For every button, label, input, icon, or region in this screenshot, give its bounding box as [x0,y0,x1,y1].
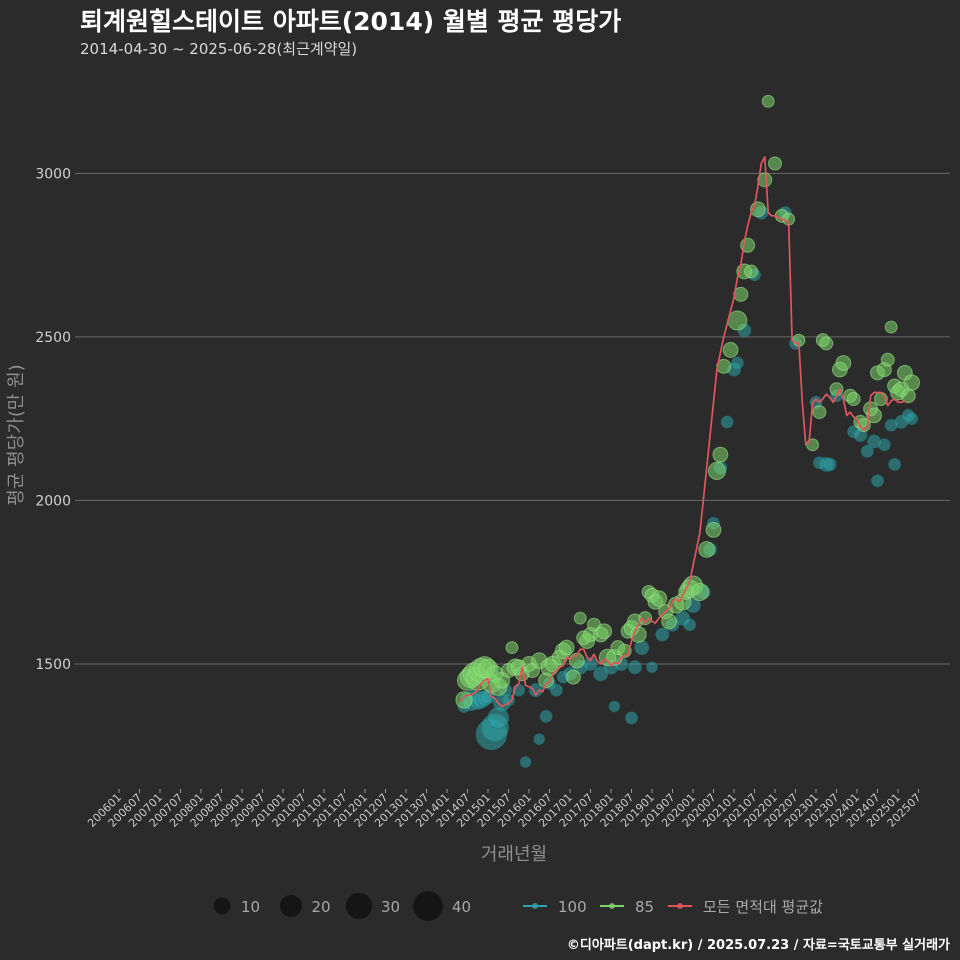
legend-size-dot [413,891,443,921]
point-85 [573,611,587,625]
point-85 [661,613,678,630]
point-100 [549,683,563,697]
point-85 [638,611,653,626]
x-axis-label: 거래년월 [481,844,547,865]
source-caption: ©디아파트(dapt.kr) / 2025.07.23 / 자료=국토교통부 실… [566,938,950,953]
point-100 [877,438,891,452]
point-85 [707,461,726,481]
average-polyline [460,156,906,708]
point-85 [812,405,827,420]
point-85 [705,521,722,538]
point-100 [871,474,884,488]
chart-title: 퇴계원힐스테이트 아파트(2014) 월별 평균 평당가 [80,7,622,36]
series-100-points [457,205,919,768]
legend-size-label: 20 [312,898,331,916]
point-85 [846,392,861,407]
point-85 [819,336,834,351]
chart-subtitle: 2014-04-30 ~ 2025-06-28(최근계약일) [80,40,358,58]
y-tick-label: 1500 [35,657,71,673]
point-85 [835,355,852,371]
point-100 [528,683,543,698]
legend-series-dot [677,903,683,909]
y-axis-label: 평균 평당가(만 원) [6,364,27,505]
point-85 [722,342,739,358]
legend-series-dot [609,903,615,909]
point-100 [888,457,902,471]
point-100 [533,733,546,746]
legend-size-label: 40 [452,898,471,916]
y-tick-label: 3000 [35,166,71,182]
x-axis-ticks: 2006012006072007012007072008012008072009… [85,789,924,830]
point-85 [455,691,473,709]
average-line [460,156,906,708]
legend-size-dot [279,894,303,918]
point-100 [730,356,744,370]
point-100 [625,711,638,725]
point-100 [627,660,642,675]
y-axis-ticks: 1500 2000 2500 3000 [35,166,71,673]
legend-series-dot [532,903,538,909]
point-85 [903,374,920,391]
point-85 [712,446,729,463]
point-85 [565,669,581,685]
point-85 [690,582,709,602]
point-100 [905,412,919,426]
point-85 [505,641,519,655]
y-tick-label: 2500 [35,330,71,346]
point-85 [727,310,748,331]
point-100 [655,627,670,642]
point-100 [502,693,515,707]
legend-size-dot [213,897,231,915]
point-85 [558,639,575,656]
legend-size-dot [345,892,373,920]
point-100 [822,457,837,472]
point-85 [698,541,715,558]
legend: 10 20 30 40 100 85 모든 면적대 평균값 [213,891,823,921]
legend-series-label: 모든 면적대 평균값 [703,898,823,916]
point-85 [596,623,613,640]
y-tick-label: 2000 [35,493,71,509]
legend-size-label: 30 [381,898,400,916]
point-85 [630,626,647,643]
point-85 [884,320,898,334]
point-85 [757,172,773,188]
legend-size-label: 10 [241,898,260,916]
point-100 [608,700,621,713]
point-100 [519,756,532,768]
legend-series-label: 85 [635,898,654,916]
point-85 [866,407,883,424]
point-85 [650,590,668,607]
point-85 [880,352,895,367]
point-100 [539,709,553,723]
point-85 [744,264,759,279]
point-100 [720,415,734,429]
legend-series-label: 100 [558,898,587,916]
point-100 [860,444,874,458]
point-85 [761,94,775,108]
point-100 [634,640,650,656]
point-100 [646,661,658,674]
point-85 [768,156,782,171]
point-100 [683,618,697,632]
